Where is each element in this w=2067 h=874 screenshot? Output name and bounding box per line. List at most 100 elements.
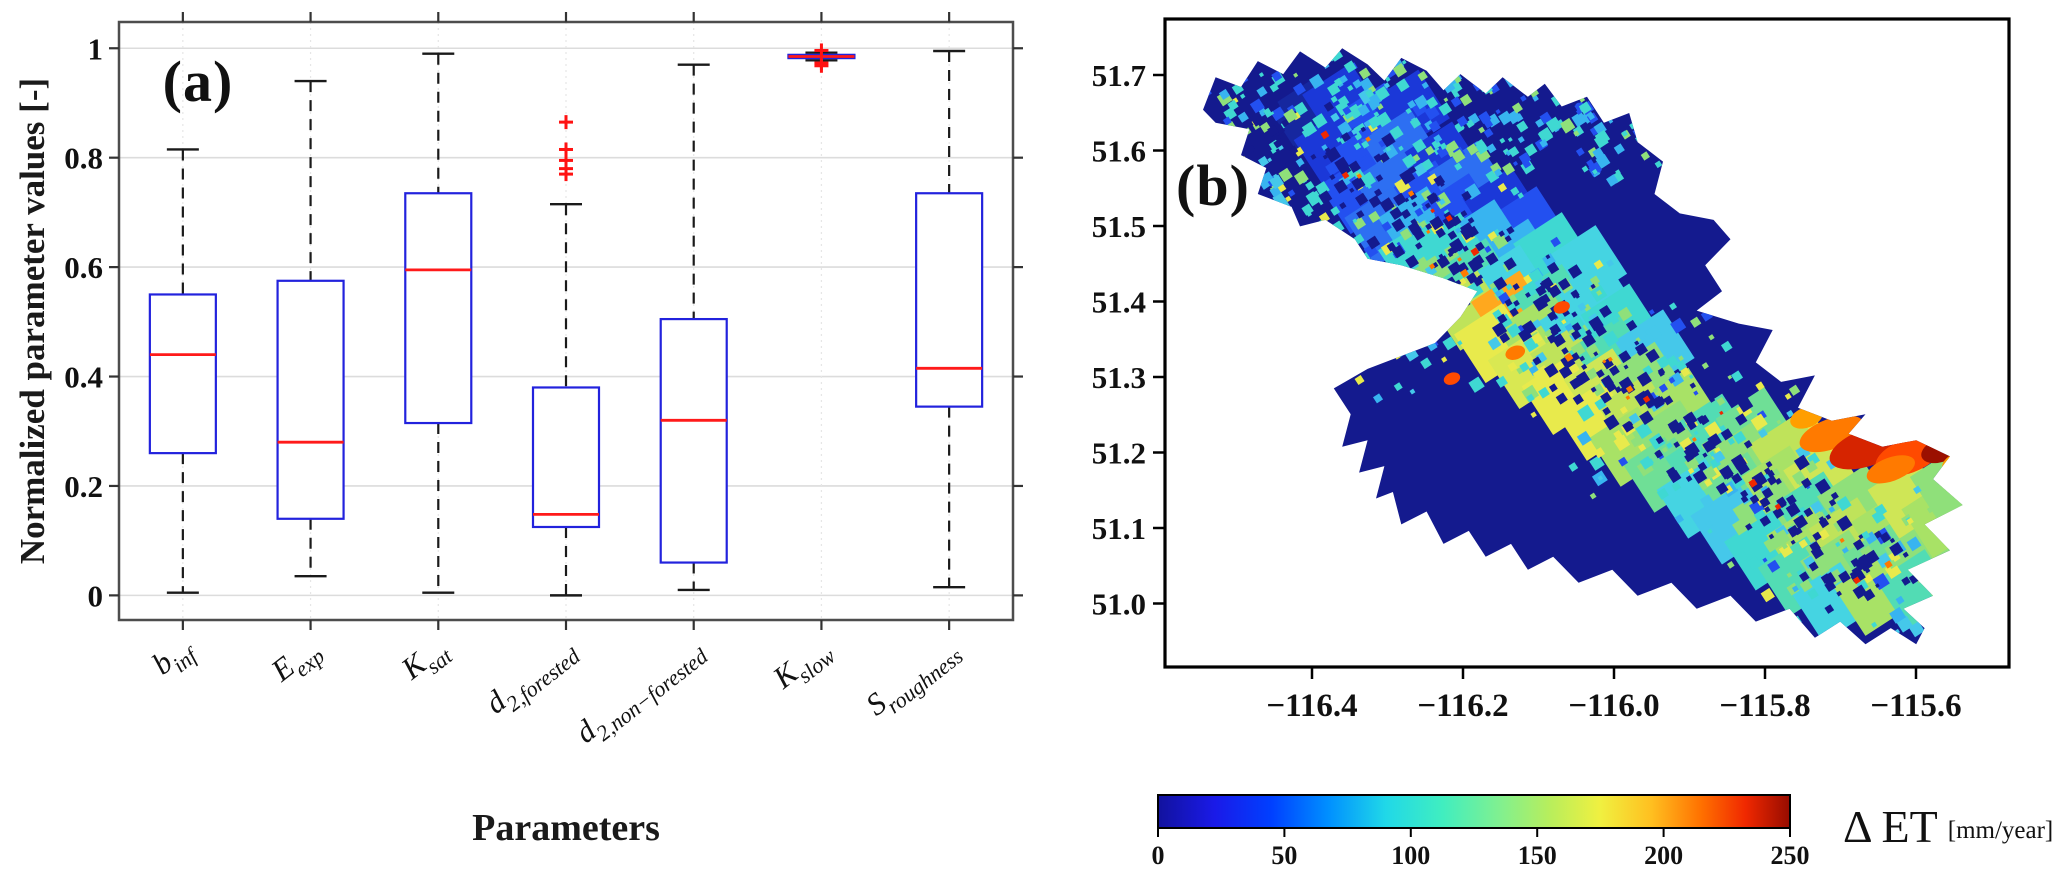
speckle <box>1381 132 1396 148</box>
speckle <box>1912 485 1922 495</box>
speckle <box>1549 323 1562 336</box>
speckle <box>1339 324 1354 339</box>
speckle <box>1575 147 1585 157</box>
speckle <box>1404 197 1410 203</box>
speckle <box>1393 192 1407 207</box>
speckle <box>1318 212 1331 224</box>
speckle <box>1467 217 1475 224</box>
speckle <box>1457 257 1462 262</box>
speckle <box>1762 557 1768 563</box>
speckle <box>1188 70 1195 77</box>
speckle <box>1852 576 1861 585</box>
speckle <box>1284 158 1300 173</box>
speckle <box>1618 456 1629 467</box>
y-tick-label: 0.8 <box>64 141 103 176</box>
speckle <box>1617 306 1633 322</box>
speckle <box>1693 430 1699 436</box>
speckle <box>1559 117 1576 134</box>
speckle <box>1393 382 1403 392</box>
speckle <box>1348 328 1359 338</box>
speckle <box>1613 430 1623 440</box>
speckle <box>1673 441 1681 448</box>
lat-tick-label: 51.6 <box>1092 134 1146 169</box>
speckle <box>1383 82 1390 89</box>
speckle <box>1625 319 1638 332</box>
speckle <box>1429 215 1444 231</box>
speckle <box>1363 261 1375 274</box>
speckle <box>1356 280 1371 294</box>
speckle <box>1498 230 1505 237</box>
speckle <box>1367 115 1382 130</box>
colorbar-label: Δ ET [mm/year] <box>1843 800 2053 853</box>
speckle <box>1737 396 1754 413</box>
speckle <box>1279 136 1287 144</box>
speckle <box>1786 572 1793 578</box>
speckle <box>1457 340 1463 346</box>
speckle <box>1424 145 1435 156</box>
speckle <box>1759 515 1772 527</box>
speckle <box>1271 70 1283 82</box>
speckle <box>1708 334 1715 341</box>
speckle <box>1623 364 1629 370</box>
speckle <box>1875 583 1880 588</box>
speckle <box>1343 340 1359 356</box>
speckle <box>1538 127 1553 142</box>
speckle <box>1517 136 1525 144</box>
panel-b-label: (b) <box>1176 153 1250 218</box>
speckle <box>1337 304 1349 317</box>
speckle <box>1450 96 1462 108</box>
speckle <box>1572 393 1584 405</box>
speckle <box>1395 78 1410 93</box>
speckle <box>1241 235 1248 241</box>
speckle <box>1525 79 1532 86</box>
speckle <box>1726 560 1735 569</box>
speckle <box>1385 299 1400 315</box>
speckle <box>1733 430 1747 445</box>
colorbar-tick-label: 200 <box>1644 841 1683 870</box>
speckle <box>1803 507 1814 518</box>
speckle <box>1589 275 1601 286</box>
speckle <box>1815 562 1830 577</box>
speckle <box>1384 317 1398 330</box>
speckle <box>1337 253 1350 266</box>
speckle <box>1300 163 1308 170</box>
speckle <box>1839 537 1845 543</box>
speckle <box>1281 118 1290 128</box>
speckle <box>1852 538 1865 551</box>
speckle <box>1376 54 1383 61</box>
speckle <box>1635 422 1653 439</box>
speckle <box>1495 108 1501 115</box>
speckle <box>1689 382 1697 389</box>
speckle <box>1593 259 1604 270</box>
speckle <box>1383 65 1390 72</box>
speckle <box>1595 369 1605 379</box>
speckle <box>1392 63 1408 78</box>
speckle <box>1424 202 1431 209</box>
speckle <box>1698 414 1710 426</box>
speckle <box>1322 154 1328 160</box>
speckle <box>1386 293 1398 304</box>
speckle <box>1621 130 1628 137</box>
speckle <box>1524 143 1538 157</box>
speckle <box>1794 526 1803 536</box>
speckle <box>1830 491 1839 500</box>
speckle <box>1669 302 1678 311</box>
speckle <box>1759 496 1771 508</box>
speckle <box>1353 113 1360 119</box>
colorbar-tick-label: 100 <box>1391 841 1430 870</box>
speckle <box>1408 165 1417 174</box>
speckle <box>1382 63 1389 70</box>
speckle <box>1674 514 1685 524</box>
speckle <box>1600 391 1612 404</box>
speckle <box>1719 464 1734 480</box>
speckle <box>1889 541 1904 557</box>
speckle <box>1292 248 1307 262</box>
speckle <box>1928 524 1935 531</box>
speckle <box>1688 374 1694 380</box>
speckle <box>1292 82 1306 96</box>
speckle <box>1642 395 1651 404</box>
lon-tick-label: −115.6 <box>1870 688 1961 724</box>
speckle <box>1329 174 1336 181</box>
speckle <box>1267 124 1280 137</box>
speckle <box>1478 126 1486 134</box>
